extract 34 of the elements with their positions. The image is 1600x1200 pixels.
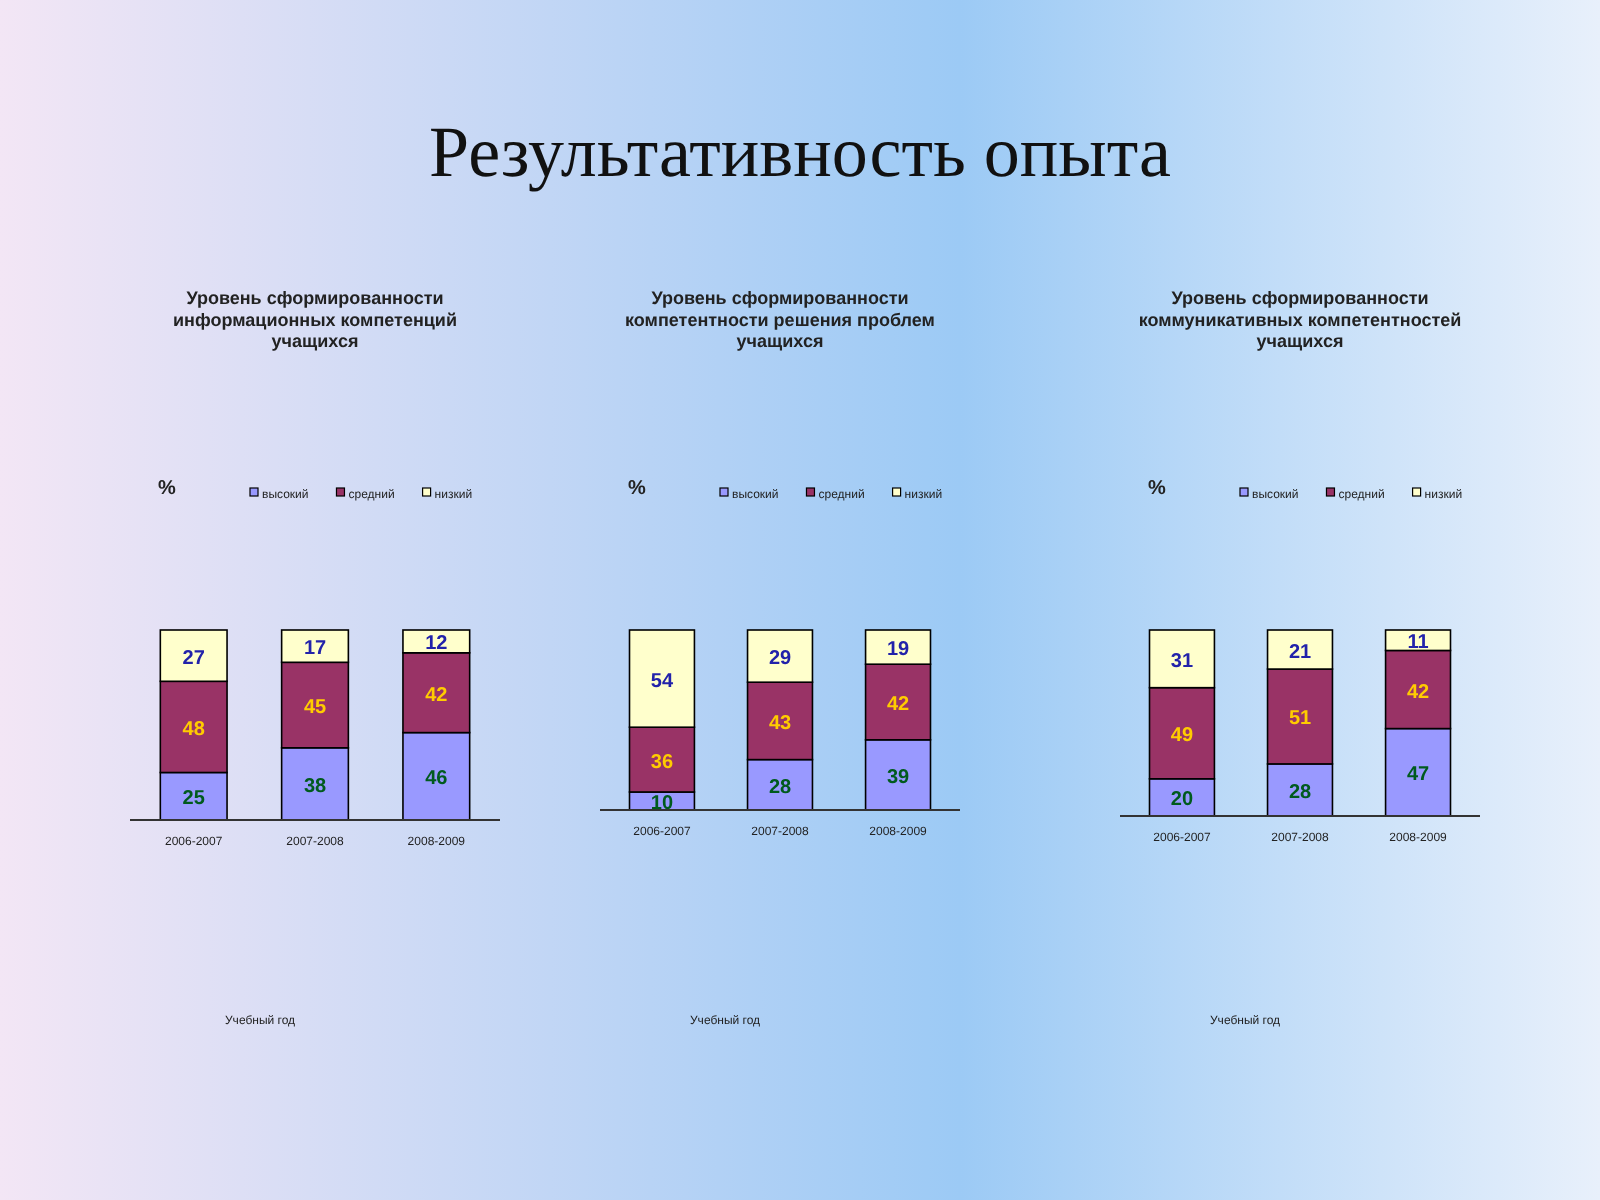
y-axis-title: %	[1148, 478, 1166, 500]
data-label: 49	[1170, 725, 1194, 748]
chart-title: Уровень сформированности компетентности решения проблем учащихся	[625, 288, 936, 352]
data-label: 39	[886, 766, 911, 789]
data-label: 27	[182, 647, 206, 670]
data-label: 54	[650, 670, 674, 693]
data-label: 42	[886, 694, 911, 716]
y-axis-title: %	[628, 478, 646, 500]
data-label: 28	[768, 776, 792, 799]
data-label: 25	[182, 788, 206, 811]
y-axis-title: %	[158, 478, 176, 500]
data-label: 38	[303, 775, 327, 798]
chart-title: Уровень сформированности информационных компетенций учащихся	[173, 288, 457, 352]
data-label: 45	[303, 697, 327, 720]
data-label: 46	[425, 768, 449, 791]
data-label: 10	[650, 793, 674, 815]
data-label: 31	[1170, 650, 1194, 673]
data-label: 43	[768, 712, 792, 735]
data-label: 17	[303, 638, 327, 661]
chart-title: Уровень сформированности коммуникативных компетентностей учащихся	[1138, 288, 1462, 352]
data-label: 36	[650, 751, 674, 774]
data-label: 51	[1288, 708, 1312, 731]
data-label: 19	[886, 639, 911, 662]
data-label: 21	[1288, 641, 1312, 664]
data-label: 11	[1407, 632, 1430, 655]
data-label: 20	[1170, 789, 1194, 812]
data-label: 42	[1406, 681, 1431, 704]
data-label: 42	[425, 684, 449, 707]
data-label: 28	[1288, 781, 1312, 804]
data-label: 47	[1406, 764, 1431, 787]
data-label: 48	[182, 718, 206, 741]
text: Результативность опыта	[429, 112, 1172, 192]
data-label: 29	[768, 648, 792, 671]
data-label: 12	[425, 633, 449, 656]
